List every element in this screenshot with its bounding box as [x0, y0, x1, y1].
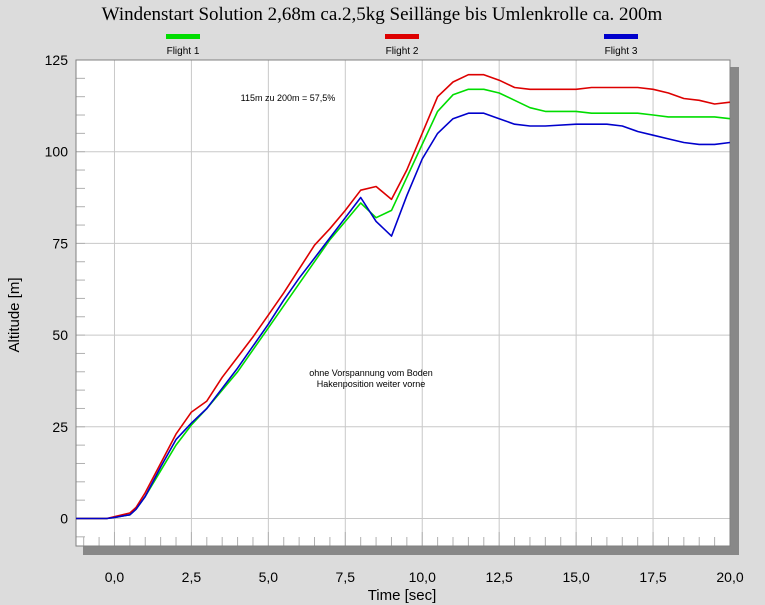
legend-swatch-flight-2: [385, 34, 419, 39]
plot-area: [76, 60, 730, 546]
legend-swatch-flight-1: [166, 34, 200, 39]
x-tick-label: 10,0: [409, 569, 436, 585]
x-tick-label: 12,5: [486, 569, 513, 585]
x-tick-label: 0,0: [105, 569, 125, 585]
y-tick-label: 0: [60, 510, 68, 526]
legend-label-flight-1: Flight 1: [167, 46, 200, 57]
annotation-percent: 115m zu 200m = 57,5%: [241, 93, 336, 103]
x-tick-label: 2,5: [182, 569, 202, 585]
y-tick-label: 75: [52, 235, 68, 251]
legend-label-flight-2: Flight 2: [386, 46, 419, 57]
legend-swatch-flight-3: [604, 34, 638, 39]
annotation-note-line2: Hakenposition weiter vorne: [317, 379, 426, 389]
legend-label-flight-3: Flight 3: [605, 46, 638, 57]
series-line-flight-2: [76, 73, 731, 520]
x-tick-label: 7,5: [336, 569, 356, 585]
x-tick-label: 5,0: [259, 569, 279, 585]
series-lines: [76, 73, 731, 520]
plot-frame: [75, 59, 731, 547]
x-tick-label: 15,0: [562, 569, 589, 585]
x-tick-label: 17,5: [639, 569, 666, 585]
x-axis-label: Time [sec]: [368, 587, 437, 604]
legend: Flight 1 Flight 2 Flight 3: [166, 34, 638, 57]
y-tick-label: 50: [52, 327, 68, 343]
x-tick-label: 20,0: [716, 569, 743, 585]
chart-title: Windenstart Solution 2,68m ca.2,5kg Seil…: [102, 4, 663, 25]
annotation-note-line1: ohne Vorspannung vom Boden: [309, 368, 433, 378]
y-tick-label: 25: [52, 419, 68, 435]
axis-ticks: 0,0 2,5 5,0 7,5 10,0 12,5 15,0 17,5 20,0 0 25 50 75 1…: [45, 52, 744, 585]
y-tick-label: 125: [45, 52, 69, 68]
series-line-flight-3: [76, 112, 731, 520]
y-tick-label: 100: [45, 144, 69, 160]
y-axis-label: Altitude [m]: [6, 277, 23, 352]
series-line-flight-1: [76, 88, 731, 520]
